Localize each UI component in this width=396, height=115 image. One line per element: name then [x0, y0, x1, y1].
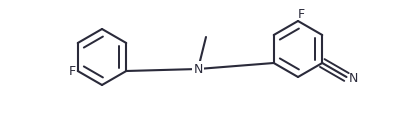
Text: F: F	[69, 65, 76, 78]
Text: N: N	[193, 63, 203, 76]
Text: F: F	[298, 8, 305, 21]
Text: N: N	[348, 71, 358, 84]
